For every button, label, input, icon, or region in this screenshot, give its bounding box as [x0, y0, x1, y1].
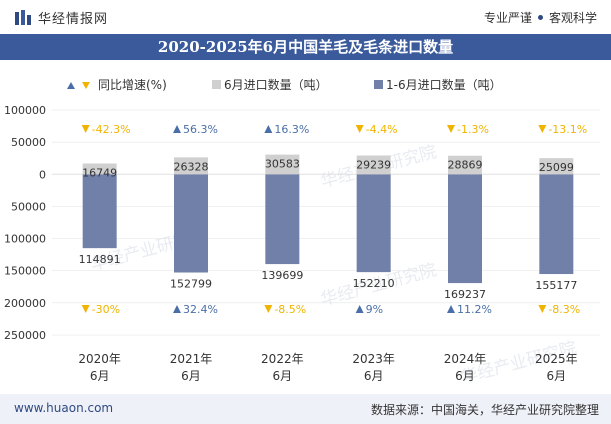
growth-down-triangle-icon	[355, 125, 364, 133]
tag-objective: 客观科学	[548, 11, 597, 25]
growth-label-monthly: -4.4%	[366, 123, 398, 136]
bar-cumulative	[265, 174, 300, 265]
bar-monthly	[448, 155, 482, 175]
x-tick-label-month: 6月	[455, 369, 475, 383]
x-tick-label-month: 6月	[90, 369, 110, 383]
y-tick-label: 100000	[4, 104, 46, 117]
y-tick-label: 150000	[4, 265, 46, 278]
data-label-cumulative: 152799	[170, 278, 212, 291]
data-label-cumulative: 155177	[535, 279, 577, 292]
legend-label-growth: 同比增速(%)	[98, 78, 167, 92]
legend-swatch-monthly	[212, 80, 221, 89]
separator-dot-icon	[537, 15, 543, 20]
header: 华经情报网 专业严谨 客观科学	[0, 0, 611, 34]
growth-label-monthly: 56.3%	[183, 123, 218, 136]
data-label-monthly: 25099	[539, 161, 574, 174]
growth-up-triangle-icon	[173, 125, 181, 133]
chart-title: 2020-2025年6月中国羊毛及毛条进口数量	[0, 34, 611, 60]
header-tags: 专业严谨 客观科学	[484, 9, 597, 26]
data-label-monthly: 26328	[174, 160, 209, 173]
y-tick-label: 50000	[11, 136, 46, 149]
bar-monthly	[356, 155, 391, 175]
bar-monthly	[174, 157, 208, 175]
footer-url[interactable]: www.huaon.com	[14, 401, 114, 415]
x-tick-label-month: 6月	[181, 369, 201, 383]
y-tick-label: 200000	[4, 297, 46, 310]
y-tick-label: 50000	[11, 200, 46, 213]
growth-label-cumulative: -8.3%	[548, 303, 580, 316]
data-label-monthly: 30583	[265, 158, 300, 171]
brand-name: 华经情报网	[38, 12, 109, 27]
x-tick-label-year: 2020年	[78, 352, 121, 366]
legend-down-triangle-icon	[82, 82, 90, 89]
x-tick-label-month: 6月	[547, 369, 567, 383]
bar-monthly	[82, 163, 117, 175]
legend-label-cumulative: 1-6月进口数量（吨）	[386, 77, 502, 92]
x-tick-label-year: 2023年	[352, 352, 395, 366]
x-tick-label-month: 6月	[364, 369, 384, 383]
legend-swatch-cumulative	[374, 80, 383, 89]
y-tick-label: 0	[39, 168, 46, 181]
growth-label-cumulative: -8.5%	[274, 303, 306, 316]
data-label-monthly: 16749	[82, 167, 117, 180]
legend-up-triangle-icon	[67, 82, 75, 89]
growth-up-triangle-icon	[447, 305, 455, 313]
bar-monthly	[539, 158, 574, 175]
data-label-monthly: 29239	[356, 158, 391, 171]
footer: www.huaon.com 数据来源：中国海关，华经产业研究院整理	[0, 394, 611, 424]
data-label-cumulative: 139699	[261, 269, 303, 282]
growth-up-triangle-icon	[264, 125, 273, 133]
growth-label-cumulative: -30%	[92, 303, 120, 316]
x-tick-label-year: 2022年	[261, 352, 304, 366]
growth-label-cumulative: 11.2%	[457, 303, 492, 316]
growth-down-triangle-icon	[447, 125, 455, 133]
brand[interactable]: 华经情报网	[14, 8, 108, 27]
growth-label-monthly: -42.3%	[92, 123, 131, 136]
bar-cumulative	[82, 174, 117, 249]
growth-down-triangle-icon	[81, 125, 90, 133]
growth-down-triangle-icon	[538, 305, 547, 313]
legend-label-monthly: 6月进口数量（吨）	[224, 77, 328, 92]
data-label-monthly: 28869	[448, 159, 483, 172]
growth-down-triangle-icon	[264, 305, 273, 313]
data-label-cumulative: 152210	[353, 277, 395, 290]
x-tick-label-year: 2021年	[170, 352, 213, 366]
bar-cumulative	[448, 174, 482, 284]
growth-down-triangle-icon	[81, 305, 90, 313]
growth-label-monthly: -13.1%	[548, 123, 587, 136]
bar-cumulative	[174, 174, 208, 273]
growth-up-triangle-icon	[355, 305, 364, 313]
chart-canvas: 华经产业研究院华经产业研究院华经产业研究院华经产业研究院同比增速(%)6月进口数…	[4, 77, 600, 388]
x-tick-label-year: 2025年	[535, 352, 578, 366]
growth-label-cumulative: 9%	[366, 303, 383, 316]
bar-monthly	[265, 154, 300, 175]
tag-professional: 专业严谨	[483, 11, 532, 25]
x-tick-label-month: 6月	[273, 369, 293, 383]
growth-label-cumulative: 32.4%	[183, 303, 218, 316]
growth-label-monthly: 16.3%	[274, 123, 309, 136]
x-tick-label-year: 2024年	[444, 352, 487, 366]
y-tick-label: 100000	[4, 233, 46, 246]
footer-source: 数据来源：中国海关，华经产业研究院整理	[370, 403, 599, 417]
growth-label-monthly: -1.3%	[457, 123, 489, 136]
bar-cumulative	[539, 174, 574, 275]
growth-down-triangle-icon	[538, 125, 547, 133]
huajing-logo-icon	[15, 9, 31, 25]
data-label-cumulative: 169237	[444, 288, 486, 301]
bar-cumulative	[356, 174, 391, 273]
data-label-cumulative: 114891	[79, 253, 121, 266]
y-tick-label: 250000	[4, 329, 46, 342]
growth-up-triangle-icon	[173, 305, 181, 313]
